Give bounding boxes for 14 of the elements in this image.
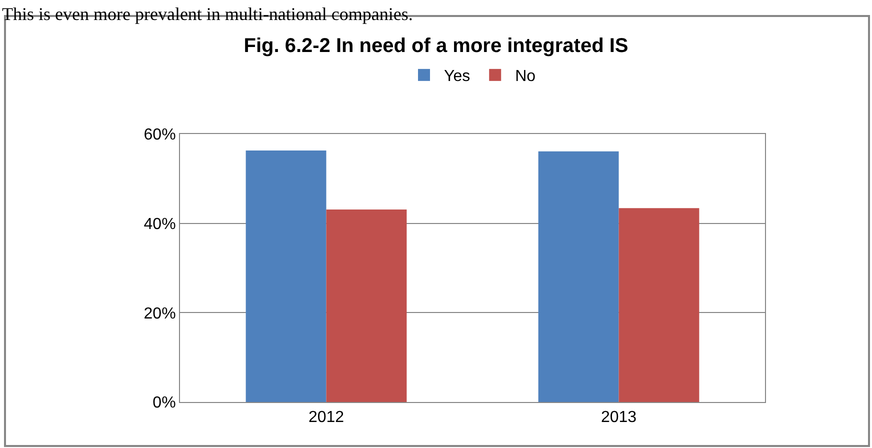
text: This is even more prevalent in multi-national companies.: [2, 4, 413, 24]
y-tick-label: 40%: [144, 216, 176, 233]
legend-label: No: [515, 68, 536, 86]
bar: [618, 208, 700, 402]
legend-label: Yes: [444, 68, 470, 86]
bar: [246, 150, 326, 402]
y-tick-label: 60%: [144, 126, 176, 144]
chart-title: Fig. 6.2-2 In need of a more integrated IS: [244, 35, 628, 57]
bar: [538, 151, 619, 402]
x-tick-label: 2013: [600, 409, 637, 426]
y-tick-label: 0%: [152, 394, 176, 412]
bar: [326, 209, 407, 402]
x-tick-label: 2012: [308, 409, 344, 426]
y-tick-label: 20%: [144, 305, 176, 322]
